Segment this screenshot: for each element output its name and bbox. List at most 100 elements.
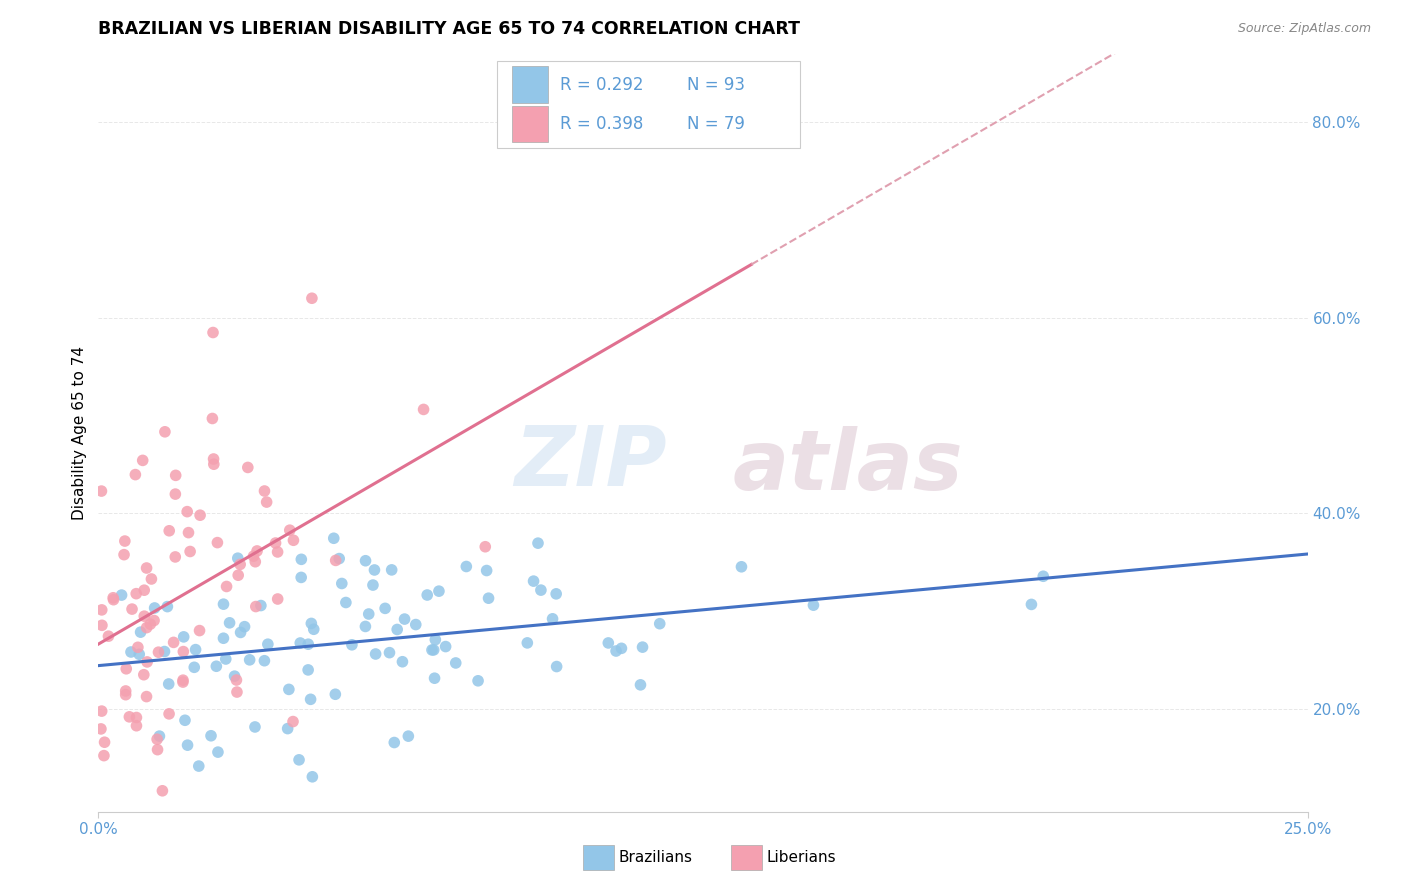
Point bbox=[143, 614, 166, 628]
Point bbox=[127, 640, 149, 655]
Point bbox=[278, 523, 301, 537]
Point bbox=[277, 722, 299, 736]
Point bbox=[90, 722, 112, 736]
Point bbox=[423, 671, 446, 685]
Point bbox=[391, 655, 413, 669]
Point bbox=[405, 617, 427, 632]
Point bbox=[177, 525, 200, 540]
Point bbox=[354, 619, 377, 633]
Text: N = 79: N = 79 bbox=[688, 115, 745, 133]
Point bbox=[474, 540, 496, 554]
Point bbox=[124, 467, 146, 482]
Point bbox=[153, 425, 176, 439]
Point bbox=[374, 601, 396, 615]
Point bbox=[114, 534, 136, 549]
Text: N = 93: N = 93 bbox=[688, 76, 745, 94]
Point bbox=[357, 607, 380, 621]
Point bbox=[246, 544, 269, 558]
Point bbox=[97, 629, 120, 643]
Point bbox=[475, 564, 498, 578]
Point bbox=[266, 545, 288, 559]
Point bbox=[202, 326, 225, 340]
Point bbox=[225, 673, 247, 687]
Point bbox=[93, 748, 115, 763]
Point bbox=[242, 549, 264, 564]
Point bbox=[325, 687, 347, 701]
Point bbox=[176, 738, 198, 752]
Point bbox=[90, 484, 112, 499]
Point bbox=[330, 576, 353, 591]
Point bbox=[165, 487, 187, 501]
Point bbox=[132, 667, 155, 681]
Point bbox=[114, 688, 136, 702]
Point bbox=[598, 636, 620, 650]
Point bbox=[101, 591, 124, 605]
Point bbox=[394, 612, 416, 626]
Point bbox=[631, 640, 654, 654]
Text: R = 0.398: R = 0.398 bbox=[561, 115, 644, 133]
Text: R = 0.292: R = 0.292 bbox=[561, 76, 644, 94]
Point bbox=[264, 536, 287, 550]
Point bbox=[207, 535, 229, 549]
Point bbox=[290, 636, 312, 650]
Point bbox=[172, 673, 194, 688]
Point bbox=[364, 647, 387, 661]
Point bbox=[328, 551, 350, 566]
Point bbox=[385, 623, 408, 637]
Point bbox=[90, 704, 112, 718]
Point bbox=[522, 574, 544, 588]
Point bbox=[141, 572, 163, 586]
Point bbox=[302, 622, 325, 636]
Point bbox=[125, 719, 148, 733]
Point bbox=[605, 644, 627, 658]
Point bbox=[129, 625, 152, 640]
Point bbox=[233, 620, 256, 634]
Point bbox=[290, 570, 312, 584]
Point bbox=[114, 684, 136, 698]
Point bbox=[256, 495, 278, 509]
Point bbox=[118, 710, 141, 724]
Point bbox=[135, 561, 157, 575]
Point bbox=[467, 673, 489, 688]
Point bbox=[229, 625, 252, 640]
Point bbox=[188, 624, 211, 638]
Point bbox=[179, 544, 201, 558]
Point bbox=[162, 635, 184, 649]
Text: Brazilians: Brazilians bbox=[619, 850, 693, 864]
Point bbox=[143, 601, 166, 615]
Point bbox=[456, 559, 478, 574]
Point bbox=[422, 643, 444, 657]
Point bbox=[335, 595, 357, 609]
Point bbox=[146, 742, 169, 756]
Point bbox=[266, 592, 288, 607]
Point bbox=[148, 645, 170, 659]
Point bbox=[243, 720, 266, 734]
Point bbox=[361, 578, 384, 592]
Point bbox=[245, 599, 267, 614]
Point bbox=[110, 588, 132, 602]
Text: BRAZILIAN VS LIBERIAN DISABILITY AGE 65 TO 74 CORRELATION CHART: BRAZILIAN VS LIBERIAN DISABILITY AGE 65 … bbox=[98, 21, 800, 38]
Point bbox=[425, 632, 447, 647]
Point bbox=[412, 402, 434, 417]
FancyBboxPatch shape bbox=[512, 105, 548, 142]
Point bbox=[434, 640, 457, 654]
Point bbox=[152, 784, 174, 798]
Point bbox=[382, 735, 405, 749]
Point bbox=[212, 597, 235, 611]
Point bbox=[128, 647, 150, 661]
Point bbox=[340, 638, 363, 652]
Point bbox=[172, 675, 194, 690]
Point bbox=[299, 692, 322, 706]
Point bbox=[183, 660, 205, 674]
Point bbox=[103, 592, 125, 607]
Point bbox=[215, 652, 238, 666]
Point bbox=[325, 553, 347, 567]
Text: ZIP: ZIP bbox=[515, 423, 666, 503]
Point bbox=[156, 599, 179, 614]
Point bbox=[125, 587, 148, 601]
Point bbox=[226, 685, 249, 699]
Point bbox=[283, 533, 305, 548]
Point bbox=[416, 588, 439, 602]
Point bbox=[381, 563, 404, 577]
Point bbox=[148, 729, 170, 743]
